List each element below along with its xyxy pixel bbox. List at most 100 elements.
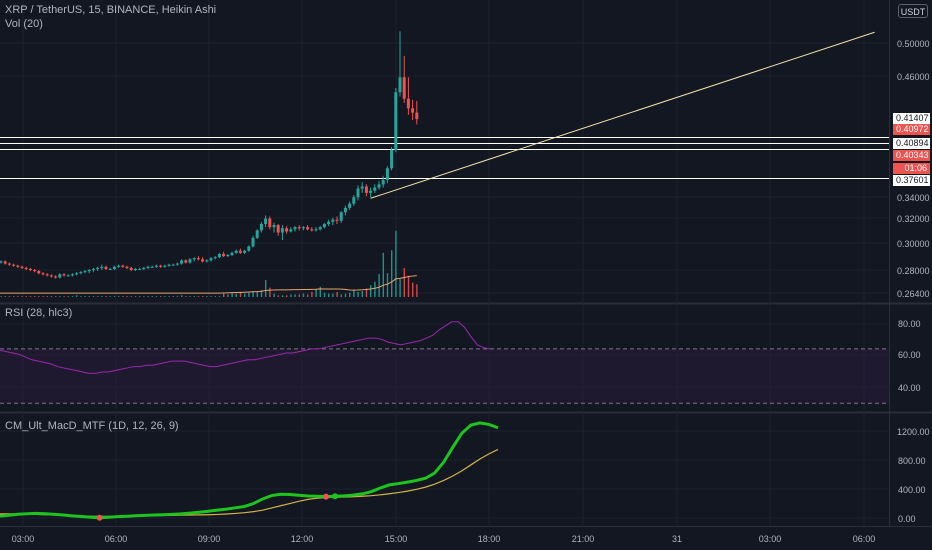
macd-tick: 1200.00	[897, 427, 930, 437]
volume-bar	[143, 296, 145, 297]
candle-body	[184, 260, 188, 263]
macd-tick: 400.00	[898, 485, 926, 495]
time-tick: 09:00	[198, 534, 221, 544]
volume-bar	[76, 295, 78, 297]
volume-bar	[353, 290, 355, 297]
volume-bar	[50, 296, 53, 297]
volume-bar	[382, 252, 384, 297]
candle-body	[217, 253, 221, 258]
macd-tick: 800.00	[898, 456, 926, 466]
price-axis[interactable]: 0.50000 0.46000 0.34000 0.32000 0.30000 …	[897, 39, 930, 299]
candle-body	[331, 219, 335, 222]
countdown-label: 01:06	[893, 163, 930, 174]
chart-title[interactable]: XRP / TetherUS, 15, BINANCE, Heikin Ashi	[5, 4, 217, 16]
volume-bar	[126, 296, 128, 297]
volume-bar	[122, 296, 124, 297]
time-tick: 06:00	[105, 534, 128, 544]
rsi-tick: 40.00	[898, 383, 921, 393]
price-tick: 0.32000	[897, 214, 930, 224]
volume-bar	[319, 286, 321, 297]
horizontal-levels[interactable]	[0, 137, 889, 179]
candle-body	[91, 268, 95, 271]
rsi-line	[0, 321, 491, 374]
volume-bar	[239, 291, 242, 297]
candle-body	[192, 258, 196, 260]
candle-body	[133, 268, 137, 271]
volume-bar	[8, 296, 11, 297]
candle-body	[0, 261, 3, 263]
volume-bar	[21, 296, 23, 297]
volume-bar	[0, 296, 2, 297]
candle-body	[259, 223, 263, 231]
rsi-band	[0, 348, 889, 404]
candle-body	[20, 266, 24, 268]
volume-bar	[4, 296, 6, 297]
volume-bar	[290, 294, 292, 297]
candle-body	[247, 246, 251, 251]
candle-body	[285, 228, 289, 232]
volume-bar	[244, 293, 246, 297]
candle-body	[163, 265, 167, 267]
volume-bar	[55, 296, 57, 297]
time-tick: 15:00	[385, 534, 408, 544]
time-tick: 21:00	[572, 534, 595, 544]
volume-bar	[210, 296, 212, 297]
time-tick: 06:00	[853, 534, 876, 544]
currency-button[interactable]: USDT	[898, 4, 928, 18]
volume-bar	[248, 292, 250, 297]
volume-bar	[370, 285, 372, 297]
volume-bar	[29, 296, 32, 297]
candle-body	[310, 229, 314, 231]
candle-body	[352, 197, 356, 204]
macd-legend[interactable]: CM_Ult_MacD_MTF (1D, 12, 26, 9)	[5, 420, 179, 432]
rsi-legend[interactable]: RSI (28, hlc3)	[5, 307, 73, 319]
volume-bar	[273, 293, 275, 297]
price-label: 0.37601	[893, 175, 930, 186]
volume-legend[interactable]: Vol (20)	[5, 18, 43, 30]
candle-body	[402, 77, 406, 99]
time-tick: 03:00	[12, 534, 35, 544]
candle-body	[327, 221, 331, 224]
volume-bar	[134, 296, 137, 297]
candle-body	[209, 258, 213, 261]
volume-bar	[13, 296, 15, 297]
rsi-band-fill	[0, 348, 889, 404]
candle-body	[12, 264, 16, 266]
volume-bar	[374, 281, 376, 297]
candle-body	[171, 264, 175, 266]
candle-body	[75, 273, 79, 275]
volume-bar	[260, 290, 263, 297]
candle-body	[238, 250, 242, 253]
volume-bar	[101, 296, 103, 297]
volume-bar	[403, 268, 405, 297]
trend-line-group[interactable]	[370, 31, 875, 199]
macd-cross-marker	[96, 514, 103, 521]
volume-bar	[185, 296, 187, 297]
rsi-axis[interactable]: 80.00 60.00 40.00	[898, 319, 921, 393]
candle-body	[196, 258, 200, 260]
candle-body	[62, 274, 66, 276]
candle-body	[289, 229, 293, 232]
candle-body	[314, 229, 318, 231]
candle-body	[201, 259, 205, 262]
volume-bar	[340, 294, 342, 297]
volume-bar	[42, 296, 44, 297]
volume-bar	[139, 296, 141, 297]
candle-body	[268, 218, 272, 228]
candle-body	[364, 186, 368, 193]
volume-bar	[227, 294, 229, 297]
candle-body	[339, 212, 343, 221]
volume-bar	[197, 296, 200, 297]
candle-body	[16, 265, 20, 267]
volume-bar	[328, 293, 330, 297]
candle-body	[7, 263, 11, 265]
candle-body	[104, 266, 108, 269]
macd-axis[interactable]: 1200.00 800.00 400.00 0.00	[897, 427, 930, 524]
rsi-tick: 80.00	[898, 319, 921, 329]
time-axis[interactable]: 03:00 06:00 09:00 12:00 15:00 18:00 21:0…	[12, 534, 876, 544]
macd-plot	[0, 421, 499, 521]
candle-body	[117, 265, 121, 267]
candle-body	[66, 275, 70, 277]
volume-bar	[378, 274, 380, 297]
